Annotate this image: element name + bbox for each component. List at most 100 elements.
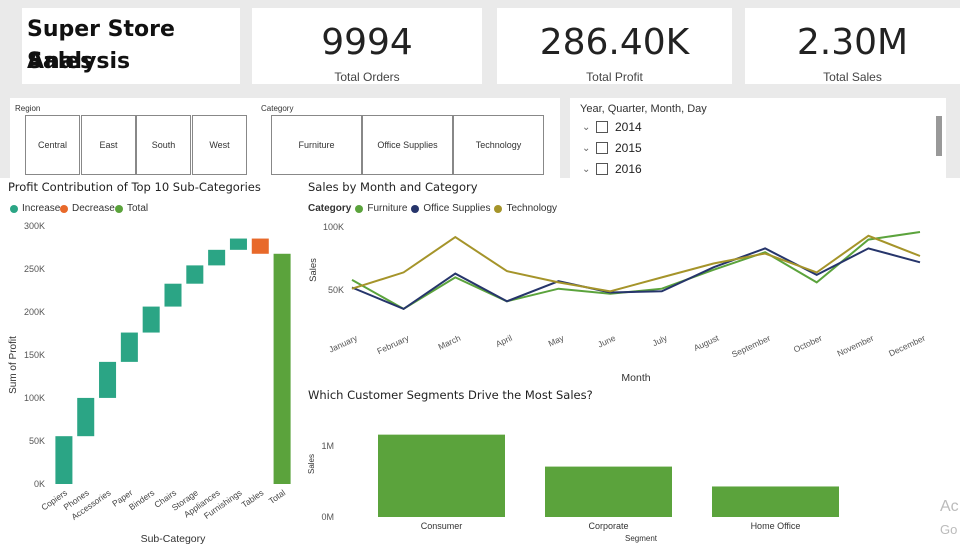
legend-office-supplies[interactable]: Office Supplies: [423, 203, 491, 214]
kpi-value: 9994: [321, 22, 413, 63]
waterfall-chart-card: Profit Contribution of Top 10 Sub-Catego…: [0, 178, 300, 546]
segment-bar-chart: 0M 1M Consumer Corporate Home Office Segment S…: [307, 434, 839, 543]
x-tick-label: December: [887, 333, 927, 359]
x-axis-title: Sub-Category: [141, 533, 207, 545]
x-tick-label: November: [835, 333, 875, 359]
bar-corporate: [545, 466, 672, 517]
year-row-2016[interactable]: ⌄ 2016: [582, 162, 642, 176]
bar-furnishings: [229, 238, 247, 250]
bar-chairs: [164, 283, 182, 307]
scrollbar-thumb[interactable]: [936, 116, 942, 156]
bar-storage: [186, 265, 204, 284]
line-chart: 50K 100K January February March April May June J…: [308, 222, 927, 384]
year-label: 2016: [615, 162, 642, 176]
report-title-line1: Super Store Sales: [27, 17, 175, 74]
x-tick-label: Tables: [240, 487, 266, 509]
y-tick-label: 0M: [321, 512, 334, 522]
bar-total: [273, 253, 291, 484]
bar-home-office: [712, 486, 839, 517]
furniture-dot-icon: [355, 204, 364, 213]
watermark-line2: Go: [940, 522, 958, 537]
series-line-office-supplies: [351, 247, 921, 311]
year-row-2014[interactable]: ⌄ 2014: [582, 120, 642, 134]
bar-tables: [251, 238, 269, 254]
waterfall-chart: 0K50K100K150K200K250K300KCopiersPhonesAc…: [8, 221, 291, 545]
y-tick-label: 200K: [24, 307, 45, 317]
waterfall-title: Profit Contribution of Top 10 Sub-Catego…: [8, 180, 261, 194]
y-tick-label: 1M: [321, 441, 334, 451]
date-hierarchy-slicer: Year, Quarter, Month, Day ⌄ 2014 ⌄ 2015 …: [570, 98, 946, 178]
legend-decrease[interactable]: Decrease: [60, 203, 115, 214]
x-axis-title: Month: [621, 372, 650, 384]
category-option-technology[interactable]: Technology: [453, 115, 544, 175]
bar-paper: [120, 332, 138, 362]
x-tick-label: Home Office: [751, 521, 801, 531]
x-tick-label: April: [494, 333, 514, 349]
chevron-down-icon[interactable]: ⌄: [582, 163, 591, 175]
kpi-card-total-profit[interactable]: 286.40K Total Profit: [497, 8, 732, 84]
report-title-line2: Analysis: [27, 49, 131, 74]
checkbox[interactable]: [596, 163, 608, 175]
segment-chart-card: Which Customer Segments Drive the Most S…: [300, 386, 960, 546]
y-tick-label: 300K: [24, 221, 45, 231]
office-supplies-dot-icon: [411, 204, 420, 213]
legend-label: Total: [127, 203, 149, 214]
checkbox[interactable]: [596, 142, 608, 154]
x-tick-label: July: [651, 332, 670, 348]
region-option-south[interactable]: South: [136, 115, 191, 175]
legend-label: Decrease: [72, 203, 115, 214]
line-chart-title: Sales by Month and Category: [308, 180, 478, 194]
x-tick-label: Corporate: [588, 521, 628, 531]
increase-dot-icon: [10, 204, 18, 213]
y-tick-label: 100K: [24, 393, 45, 403]
total-dot-icon: [115, 204, 123, 213]
y-axis-title: Sales: [307, 454, 316, 474]
kpi-value: 286.40K: [539, 22, 690, 63]
x-tick-label: August: [692, 332, 721, 353]
year-row-2015[interactable]: ⌄ 2015: [582, 141, 642, 155]
chevron-down-icon[interactable]: ⌄: [582, 121, 591, 133]
region-option-central[interactable]: Central: [25, 115, 80, 175]
category-option-office-supplies[interactable]: Office Supplies: [362, 115, 453, 175]
category-slicer-label: Category: [261, 104, 294, 113]
kpi-label: Total Sales: [823, 70, 882, 84]
kpi-label: Total Orders: [334, 70, 400, 84]
x-tick-label: March: [436, 333, 462, 352]
y-axis-title: Sum of Profit: [8, 336, 19, 394]
checkbox[interactable]: [596, 121, 608, 133]
decrease-dot-icon: [60, 204, 68, 213]
y-tick-label: 100K: [323, 222, 344, 232]
y-tick-label: 150K: [24, 350, 45, 360]
legend-label: Increase: [22, 203, 61, 214]
kpi-card-total-orders[interactable]: 9994 Total Orders: [252, 8, 482, 84]
chevron-down-icon[interactable]: ⌄: [582, 142, 591, 154]
region-option-east[interactable]: East: [81, 115, 136, 175]
x-axis-title: Segment: [625, 534, 658, 543]
segment-chart-title: Which Customer Segments Drive the Most S…: [308, 388, 593, 402]
year-label: 2014: [615, 120, 642, 134]
y-tick-label: 250K: [24, 264, 45, 274]
title-card: Super Store Sales Analysis: [22, 8, 240, 84]
x-tick-label: February: [375, 332, 411, 356]
legend-technology[interactable]: Technology: [506, 203, 558, 214]
date-slicer-title: Year, Quarter, Month, Day: [580, 103, 707, 115]
y-axis-title: Sales: [308, 258, 319, 282]
legend-furniture[interactable]: Furniture: [367, 203, 408, 214]
x-tick-label: June: [596, 333, 617, 350]
technology-dot-icon: [494, 204, 503, 213]
x-tick-label: Total: [267, 487, 288, 506]
legend-increase[interactable]: Increase: [10, 203, 60, 214]
y-tick-label: 50K: [328, 285, 344, 295]
kpi-value: 2.30M: [796, 22, 909, 63]
region-option-west[interactable]: West: [192, 115, 247, 175]
watermark-line1: Ac: [940, 498, 959, 515]
category-option-furniture[interactable]: Furniture: [271, 115, 362, 175]
bar-copiers: [55, 436, 73, 484]
legend-total[interactable]: Total: [115, 203, 148, 214]
bar-appliances: [208, 249, 226, 266]
bar-accessories: [99, 361, 117, 398]
bar-phones: [77, 397, 95, 437]
bar-consumer: [378, 434, 505, 517]
kpi-card-total-sales[interactable]: 2.30M Total Sales: [745, 8, 960, 84]
slicer-panel: Region Central East South West Category …: [10, 98, 560, 178]
